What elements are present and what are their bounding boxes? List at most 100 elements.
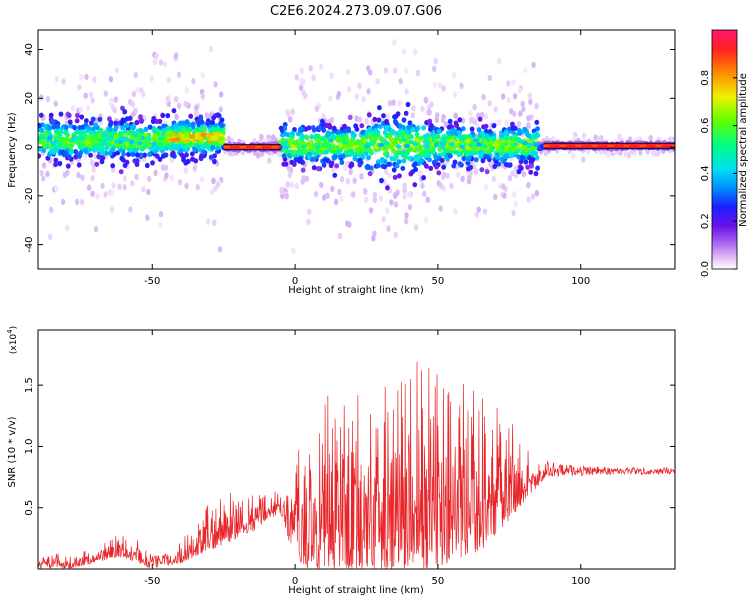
spectrogram-halo-cell	[404, 67, 409, 75]
top-xaxis-label: Height of straight line (km)	[288, 285, 424, 296]
spectrogram-halo-cell	[528, 98, 533, 106]
snr-frame	[37, 329, 676, 570]
spectrogram-halo-cell	[333, 198, 339, 206]
spectrogram-cell	[179, 152, 185, 158]
spectrogram-halo-cell	[513, 171, 519, 179]
spectrogram-halo-cell	[571, 152, 576, 160]
spectrogram-halo-cell	[432, 65, 437, 73]
spectrogram-cell	[154, 128, 160, 134]
ridge-cell	[136, 141, 143, 146]
spectrogram-cell	[215, 145, 220, 151]
spectrogram-halo-cell	[504, 119, 509, 127]
ridge-cell	[315, 141, 322, 147]
spectrogram-cell	[38, 122, 42, 128]
spectrogram-cell	[447, 118, 453, 124]
spectrogram-halo-cell	[336, 91, 342, 98]
spectrogram-halo-cell	[437, 82, 443, 89]
spectrogram-halo-cell	[445, 172, 450, 180]
spectrogram-cell	[428, 165, 434, 171]
spectrogram-cell	[299, 136, 304, 142]
spectrogram-cell	[531, 150, 537, 156]
spectrogram-halo-cell	[453, 112, 458, 119]
spectrogram-halo-cell	[387, 172, 392, 179]
spectrogram-cell	[460, 126, 466, 132]
spectrogram-cell	[64, 143, 70, 149]
spectrogram-halo-cell	[671, 136, 675, 143]
snr-panel: -50 0 50 100 0.5 1.0 1.5 Height of straight li…	[6, 326, 676, 596]
spectrogram-halo-cell	[518, 110, 523, 117]
spectrogram-cell	[529, 163, 534, 169]
ridge-cell	[475, 141, 482, 147]
spectrogram-halo-cell	[389, 199, 394, 206]
spectrogram-cell	[151, 116, 157, 122]
spectrogram-cell	[390, 147, 396, 153]
spectrogram-halo-cell	[527, 92, 533, 99]
spectrogram-halo-cell	[78, 106, 84, 114]
spectrogram-halo-cell	[452, 72, 457, 79]
spectrogram-cell	[321, 127, 327, 133]
spectrogram-halo-cell	[411, 105, 416, 112]
spectrogram-halo-cell	[93, 152, 98, 159]
snr-series-line	[38, 361, 675, 569]
spectrogram-halo-cell	[286, 165, 291, 172]
spectrogram-halo-cell	[259, 133, 264, 141]
spectrogram-halo-cell	[287, 171, 293, 179]
spectrogram-halo-cell	[544, 135, 550, 142]
spectrogram-cell	[519, 154, 525, 160]
spectrogram-cell	[314, 133, 319, 139]
spectrogram-cell	[68, 149, 74, 155]
spectrogram-cell	[138, 128, 144, 134]
spectrogram-cell	[355, 148, 360, 154]
spectrogram-cell	[185, 158, 191, 164]
spectrogram-cell	[532, 131, 538, 137]
ridge-cell	[481, 143, 488, 149]
spectrogram-cell	[461, 156, 467, 162]
spectrogram-cell	[410, 126, 416, 132]
spectrogram-halo-cell	[392, 23, 396, 29]
spectrogram-cell	[372, 116, 378, 122]
spectrogram-cell	[367, 171, 373, 177]
spectrogram-cell	[360, 129, 366, 136]
spectrogram-cell	[496, 139, 501, 145]
spectrogram-cell	[157, 156, 163, 162]
ridge-cell	[348, 142, 355, 147]
spectrogram-halo-cell	[479, 111, 485, 119]
spectrogram-cell	[147, 124, 153, 130]
spectrogram-halo-cell	[289, 181, 295, 189]
spectrogram-cell	[278, 125, 284, 131]
spectrogram-halo-cell	[319, 181, 324, 189]
spectrogram-cell	[422, 134, 428, 140]
spectrogram-halo-cell	[413, 49, 418, 56]
spectrogram-cell	[181, 120, 187, 126]
spectrogram-halo-cell	[410, 111, 415, 119]
spectrogram-cell	[436, 170, 442, 176]
spectrogram-cell	[72, 124, 77, 131]
spectrogram-halo-cell	[502, 192, 507, 199]
spectrogram-cell	[313, 151, 318, 157]
chart-title: C2E6.2024.273.09.07.G06	[270, 4, 442, 19]
spectrogram-cell	[457, 117, 463, 123]
spectrogram-cell	[161, 123, 166, 129]
spectrogram-cell	[366, 155, 371, 161]
spectrogram-cell	[63, 124, 69, 130]
spectrogram-cell	[317, 125, 322, 131]
spectrogram-halo-cell	[70, 104, 76, 112]
spectrogram-halo-cell	[194, 104, 199, 111]
ridge-cell	[113, 134, 120, 139]
spectrogram-halo-cell	[184, 86, 189, 94]
snr-multiplier: (x104)	[6, 326, 19, 354]
spectrogram-cell	[94, 161, 100, 167]
ridge-cell	[383, 140, 390, 146]
ridge-cell	[132, 133, 139, 138]
spectrogram-halo-cell	[299, 77, 304, 84]
spectrogram-halo-cell	[487, 100, 492, 107]
spectrogram-cell	[190, 156, 195, 162]
spectrogram-halo-cell	[64, 225, 70, 232]
spectrogram-halo-cell	[423, 97, 429, 104]
spectrogram-cell	[201, 149, 207, 155]
bottom-yaxis-label: SNR (10 * v/v)	[7, 416, 18, 487]
spectrogram-cell	[347, 114, 353, 120]
spectrogram-cell	[126, 151, 131, 157]
spectrogram-cell	[210, 145, 216, 151]
spectrogram-cell	[99, 159, 105, 165]
